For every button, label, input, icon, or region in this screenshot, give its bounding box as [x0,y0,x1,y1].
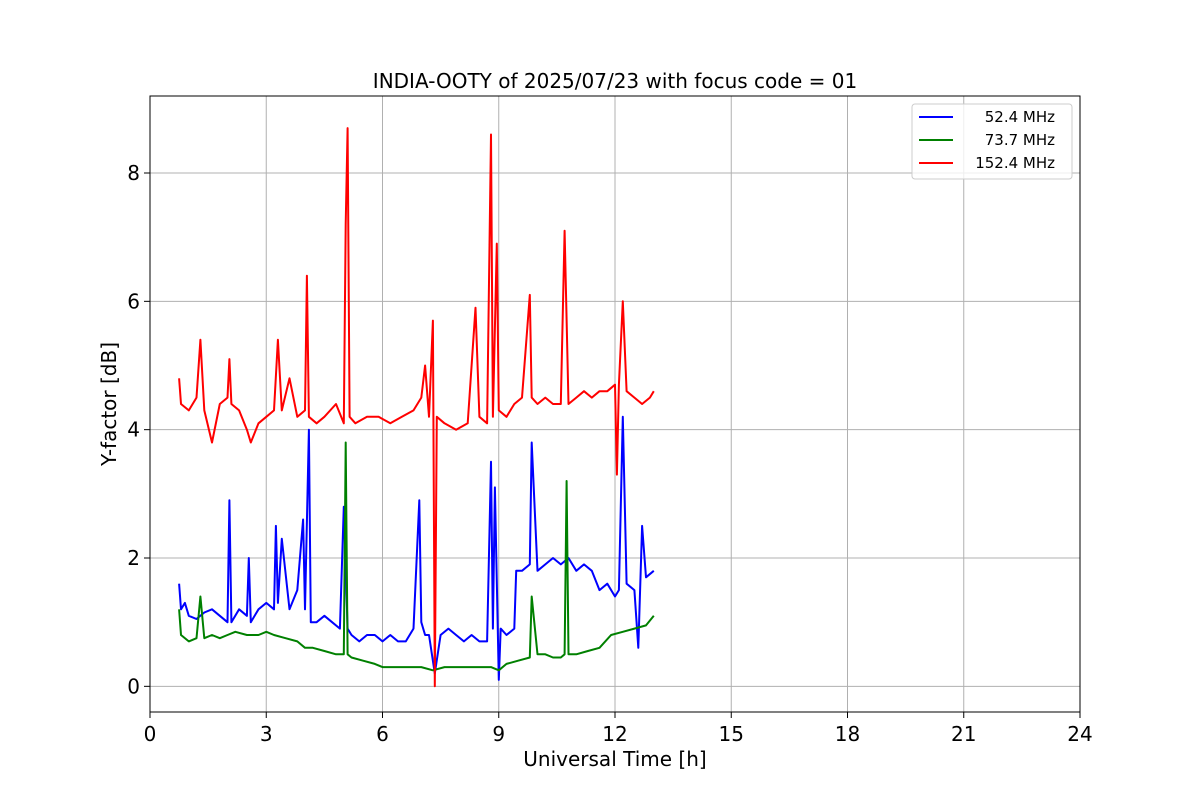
series-line-2 [178,127,655,688]
x-axis-ticks: 0 3 6 9 12 15 18 21 24 [144,712,1093,746]
legend-items: 52.4 MHz 73.7 MHz 152.4 MHz [919,108,1055,172]
legend-frame [911,103,1073,180]
series-layer [178,127,655,688]
series-line-1 [178,441,655,672]
chart-title: INDIA-OOTY of 2025/07/23 with focus code… [373,69,857,93]
legend: 52.4 MHz 73.7 MHz 152.4 MHz [911,103,1073,180]
x-tick-label: 9 [492,722,505,746]
x-tick-label: 15 [719,722,744,746]
y-axis-ticks: 0 2 4 6 8 [127,161,150,698]
y-axis-label: Y-factor [dB] [97,342,121,467]
legend-label-0: 52.4 MHz [985,108,1055,126]
x-tick-label: 6 [376,722,389,746]
x-tick-label: 18 [835,722,860,746]
series-line-0 [178,415,655,681]
y-tick-label: 0 [127,674,140,698]
x-tick-label: 3 [260,722,273,746]
x-tick-label: 0 [144,722,157,746]
x-axis-label: Universal Time [h] [523,747,706,771]
y-tick-label: 6 [127,289,140,313]
y-tick-label: 8 [127,161,140,185]
x-tick-label: 12 [602,722,627,746]
legend-label-2: 152.4 MHz [975,154,1055,172]
x-tick-label: 21 [951,722,976,746]
x-tick-label: 24 [1067,722,1092,746]
legend-label-1: 73.7 MHz [985,131,1055,149]
y-tick-label: 2 [127,546,140,570]
y-tick-label: 4 [127,418,140,442]
